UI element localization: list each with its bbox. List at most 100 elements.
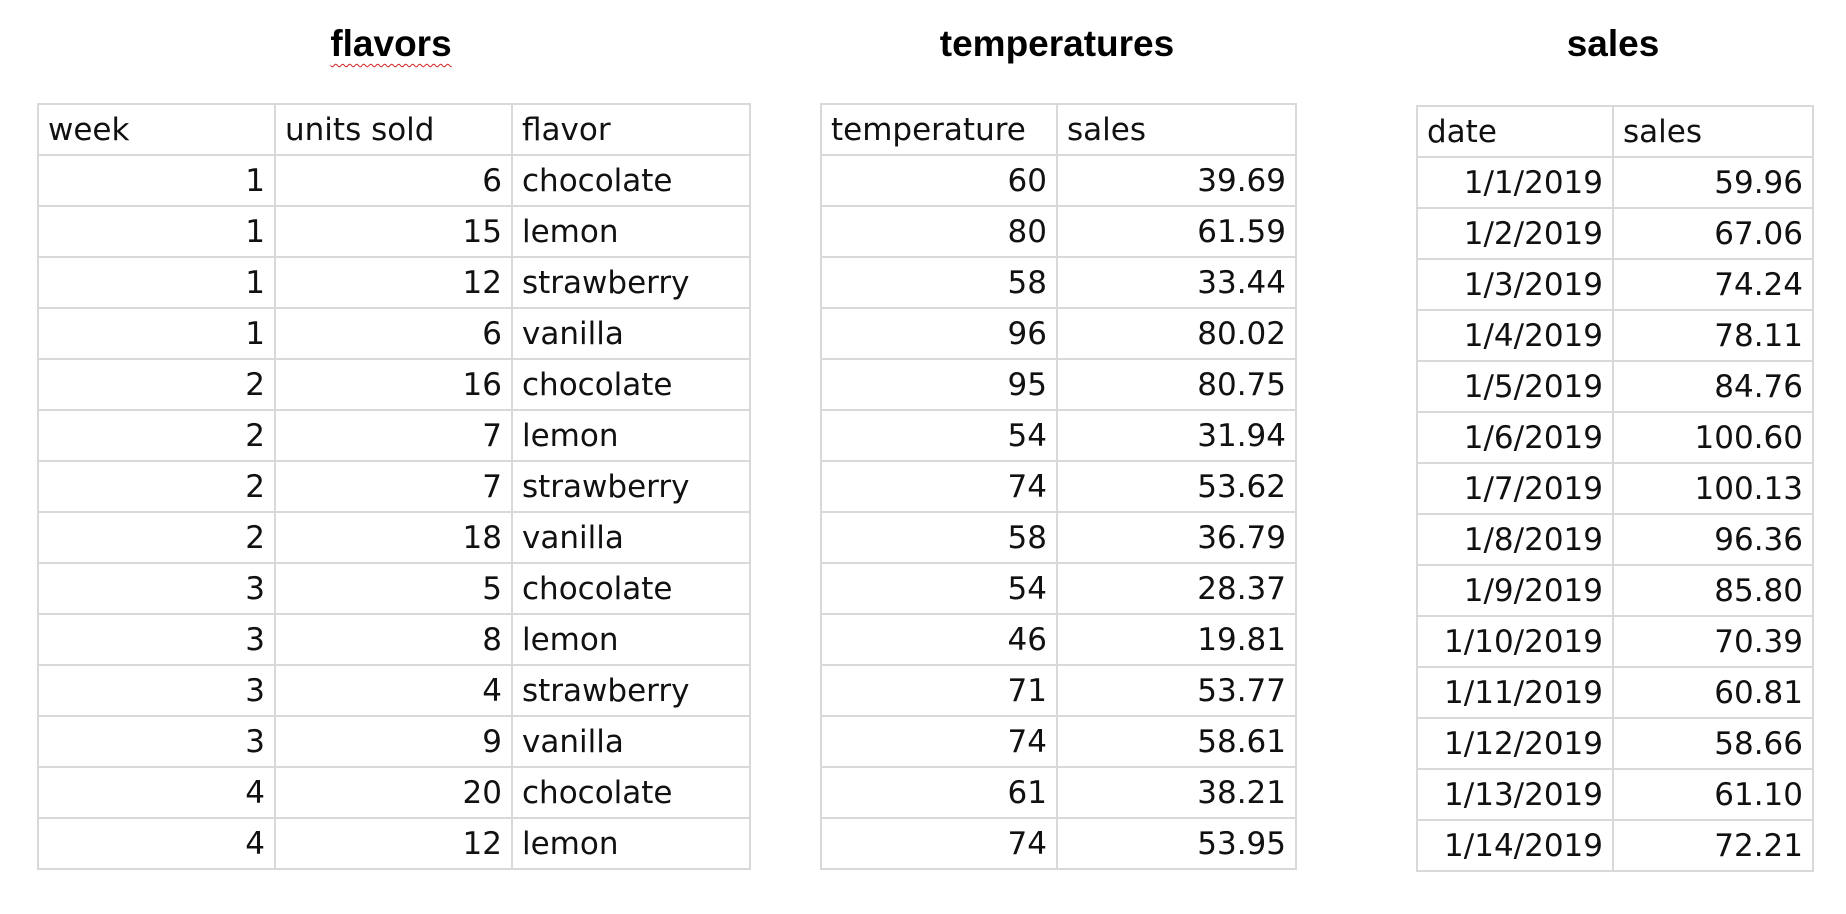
table-cell[interactable]: 1/7/2019 [1416, 462, 1614, 515]
table-cell[interactable]: 1/2/2019 [1416, 207, 1614, 260]
column-header[interactable]: sales [1612, 105, 1814, 158]
table-cell[interactable]: 3 [37, 613, 276, 666]
table-cell[interactable]: 58.66 [1612, 717, 1814, 770]
table-cell[interactable]: 61.10 [1612, 768, 1814, 821]
column-header[interactable]: date [1416, 105, 1614, 158]
table-cell[interactable]: 1/9/2019 [1416, 564, 1614, 617]
table-cell[interactable]: 1/13/2019 [1416, 768, 1614, 821]
table-cell[interactable]: 74 [820, 715, 1058, 768]
table-cell[interactable]: 12 [274, 256, 513, 309]
table-cell[interactable]: 1 [37, 307, 276, 360]
table-cell[interactable]: 5 [274, 562, 513, 615]
table-cell[interactable]: 85.80 [1612, 564, 1814, 617]
table-cell[interactable]: 95 [820, 358, 1058, 411]
table-cell[interactable]: 3 [37, 562, 276, 615]
table-cell[interactable]: 60 [820, 154, 1058, 207]
table-cell[interactable]: 58.61 [1056, 715, 1297, 768]
table-cell[interactable]: 61 [820, 766, 1058, 819]
table-cell[interactable]: 1 [37, 205, 276, 258]
column-header[interactable]: week [37, 103, 276, 156]
table-cell[interactable]: 54 [820, 562, 1058, 615]
table-cell[interactable]: 1/14/2019 [1416, 819, 1614, 872]
table-cell[interactable]: vanilla [511, 307, 751, 360]
table-cell[interactable]: 78.11 [1612, 309, 1814, 362]
table-cell[interactable]: 1/11/2019 [1416, 666, 1614, 719]
table-cell[interactable]: 1/12/2019 [1416, 717, 1614, 770]
table-cell[interactable]: chocolate [511, 154, 751, 207]
table-cell[interactable]: 28.37 [1056, 562, 1297, 615]
table-cell[interactable]: 2 [37, 511, 276, 564]
table-cell[interactable]: strawberry [511, 256, 751, 309]
table-cell[interactable]: 54 [820, 409, 1058, 462]
table-cell[interactable]: 61.59 [1056, 205, 1297, 258]
table-cell[interactable]: 2 [37, 358, 276, 411]
table-cell[interactable]: lemon [511, 817, 751, 870]
table-cell[interactable]: 39.69 [1056, 154, 1297, 207]
table-cell[interactable]: 53.95 [1056, 817, 1297, 870]
table-cell[interactable]: 58 [820, 511, 1058, 564]
table-cell[interactable]: 1/6/2019 [1416, 411, 1614, 464]
table-cell[interactable]: 12 [274, 817, 513, 870]
table-cell[interactable]: 18 [274, 511, 513, 564]
table-cell[interactable]: 9 [274, 715, 513, 768]
table-cell[interactable]: 36.79 [1056, 511, 1297, 564]
table-cell[interactable]: 96.36 [1612, 513, 1814, 566]
column-header[interactable]: flavor [511, 103, 751, 156]
table-cell[interactable]: lemon [511, 409, 751, 462]
table-cell[interactable]: 58 [820, 256, 1058, 309]
table-cell[interactable]: lemon [511, 613, 751, 666]
table-cell[interactable]: 3 [37, 664, 276, 717]
table-cell[interactable]: strawberry [511, 664, 751, 717]
table-cell[interactable]: 72.21 [1612, 819, 1814, 872]
table-cell[interactable]: 84.76 [1612, 360, 1814, 413]
column-header[interactable]: sales [1056, 103, 1297, 156]
table-cell[interactable]: 33.44 [1056, 256, 1297, 309]
column-header[interactable]: temperature [820, 103, 1058, 156]
table-cell[interactable]: vanilla [511, 511, 751, 564]
table-cell[interactable]: 2 [37, 409, 276, 462]
table-cell[interactable]: 31.94 [1056, 409, 1297, 462]
table-cell[interactable]: 1/8/2019 [1416, 513, 1614, 566]
table-cell[interactable]: 74.24 [1612, 258, 1814, 311]
table-cell[interactable]: 46 [820, 613, 1058, 666]
table-cell[interactable]: 80.02 [1056, 307, 1297, 360]
table-cell[interactable]: 53.77 [1056, 664, 1297, 717]
table-cell[interactable]: lemon [511, 205, 751, 258]
table-cell[interactable]: 80 [820, 205, 1058, 258]
table-cell[interactable]: 7 [274, 460, 513, 513]
table-cell[interactable]: 70.39 [1612, 615, 1814, 668]
table-cell[interactable]: 3 [37, 715, 276, 768]
table-cell[interactable]: 19.81 [1056, 613, 1297, 666]
table-cell[interactable]: 15 [274, 205, 513, 258]
table-cell[interactable]: 4 [274, 664, 513, 717]
table-cell[interactable]: 74 [820, 460, 1058, 513]
table-cell[interactable]: strawberry [511, 460, 751, 513]
table-cell[interactable]: 100.60 [1612, 411, 1814, 464]
table-cell[interactable]: chocolate [511, 358, 751, 411]
table-cell[interactable]: 8 [274, 613, 513, 666]
table-cell[interactable]: 16 [274, 358, 513, 411]
table-cell[interactable]: 100.13 [1612, 462, 1814, 515]
table-cell[interactable]: 38.21 [1056, 766, 1297, 819]
table-cell[interactable]: 4 [37, 817, 276, 870]
table-cell[interactable]: 67.06 [1612, 207, 1814, 260]
table-cell[interactable]: 6 [274, 154, 513, 207]
table-cell[interactable]: 20 [274, 766, 513, 819]
table-cell[interactable]: vanilla [511, 715, 751, 768]
table-cell[interactable]: 1/4/2019 [1416, 309, 1614, 362]
table-cell[interactable]: 60.81 [1612, 666, 1814, 719]
table-cell[interactable]: 6 [274, 307, 513, 360]
column-header[interactable]: units sold [274, 103, 513, 156]
table-cell[interactable]: 1/3/2019 [1416, 258, 1614, 311]
table-cell[interactable]: 96 [820, 307, 1058, 360]
table-cell[interactable]: 4 [37, 766, 276, 819]
table-cell[interactable]: 7 [274, 409, 513, 462]
table-cell[interactable]: 1/1/2019 [1416, 156, 1614, 209]
table-cell[interactable]: 1/10/2019 [1416, 615, 1614, 668]
table-cell[interactable]: 59.96 [1612, 156, 1814, 209]
table-cell[interactable]: 2 [37, 460, 276, 513]
table-cell[interactable]: 1 [37, 154, 276, 207]
table-cell[interactable]: chocolate [511, 766, 751, 819]
table-cell[interactable]: 1/5/2019 [1416, 360, 1614, 413]
table-cell[interactable]: 71 [820, 664, 1058, 717]
